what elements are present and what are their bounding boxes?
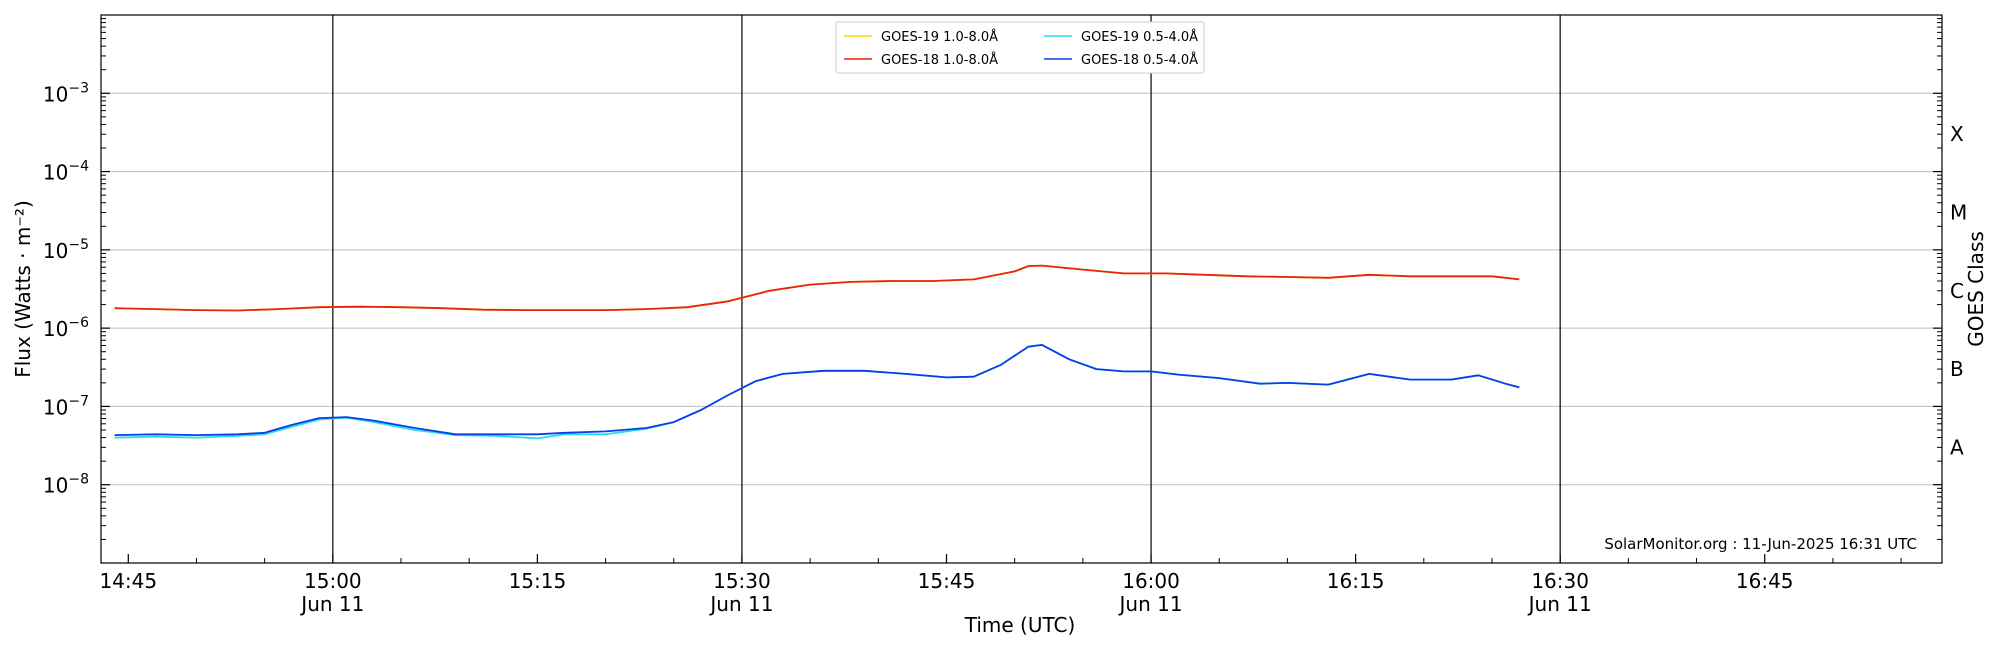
x-tick-label: 15:30 [713, 569, 771, 593]
x-tick-label: 16:15 [1327, 569, 1385, 593]
day-boundary-lines [332, 15, 1561, 563]
axis-ticks [101, 18, 1942, 563]
x-tick-label: 15:45 [918, 569, 976, 593]
y-tick-label: 10−8 [43, 472, 89, 498]
legend-box [835, 21, 1205, 74]
legend: GOES-19 1.0-8.0Å GOES-18 1.0-8.0Å GOES-19 … [835, 21, 1205, 74]
legend-label: GOES-19 1.0-8.0Å [881, 29, 998, 45]
y2-axis-title: GOES Class [1964, 231, 1988, 347]
credit-text: SolarMonitor.org : 11-Jun-2025 16:31 UTC [1604, 535, 1917, 553]
goes-class-label: C [1950, 279, 1964, 303]
goes-class-label: A [1950, 435, 1964, 459]
y-tick-label: 10−4 [43, 159, 89, 185]
x-tick-date-label: Jun 11 [708, 592, 773, 616]
x-tick-date-label: Jun 11 [299, 592, 364, 616]
x-tick-label: 16:30 [1531, 569, 1589, 593]
x-tick-label: 15:00 [304, 569, 362, 593]
y-tick-label: 10−6 [43, 315, 89, 341]
x-tick-label: 16:00 [1122, 569, 1180, 593]
grid-lines [101, 92, 1942, 486]
x-tick-label: 14:45 [99, 569, 157, 593]
x-tick-date-label: Jun 11 [1118, 592, 1183, 616]
series-line [114, 343, 1520, 437]
goes-class-label: M [1950, 201, 1967, 225]
y-axis-title: Flux (Watts · m⁻²) [11, 200, 35, 378]
goes-class-labels: A B C M X [1950, 122, 1967, 459]
legend-label: GOES-18 0.5-4.0Å [1081, 52, 1198, 68]
y-tick-labels: 10−8 10−7 10−6 10−5 10−4 10−3 [43, 80, 89, 497]
x-tick-date-label: Jun 11 [1527, 592, 1592, 616]
legend-label: GOES-18 1.0-8.0Å [881, 52, 998, 68]
y-tick-label: 10−3 [43, 80, 89, 106]
legend-label: GOES-19 0.5-4.0Å [1081, 29, 1198, 45]
y-tick-label: 10−7 [43, 393, 89, 419]
y-tick-label: 10−5 [43, 237, 89, 263]
series-line [114, 264, 1520, 312]
goes-class-label: X [1950, 122, 1964, 146]
x-tick-label: 16:45 [1736, 569, 1794, 593]
x-axis-title: Time (UTC) [964, 613, 1076, 637]
goes-class-label: B [1950, 357, 1964, 381]
x-tick-label: 15:15 [509, 569, 567, 593]
data-series [114, 264, 1520, 440]
plot-frame [100, 14, 1943, 564]
